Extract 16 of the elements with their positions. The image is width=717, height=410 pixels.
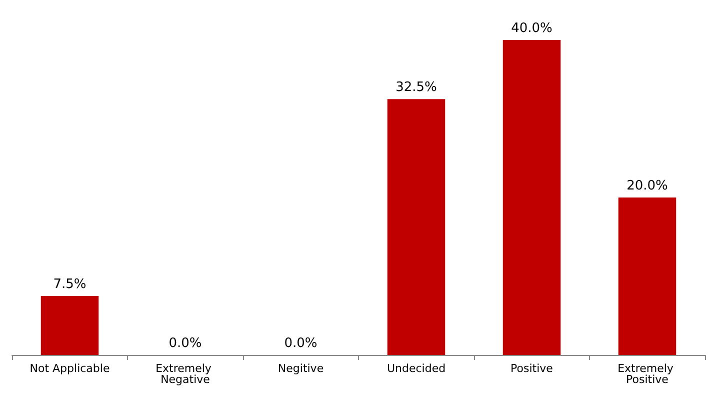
- data-label: 40.0%: [511, 21, 552, 36]
- bar: [387, 99, 446, 355]
- x-tick-label: Extremely Negative: [156, 362, 215, 386]
- bar: [618, 198, 676, 355]
- data-label: 0.0%: [168, 336, 202, 351]
- x-tick-label: Not Applicable: [30, 362, 110, 375]
- x-tick-label: Positive: [510, 362, 554, 375]
- bar: [40, 296, 99, 355]
- data-label: 20.0%: [626, 178, 668, 194]
- x-tick-label: Extremely Positive: [618, 362, 677, 386]
- data-label: 32.5%: [396, 80, 437, 96]
- x-tick-label: Negitive: [278, 362, 324, 375]
- data-label: 7.5%: [53, 276, 86, 292]
- data-label: 0.0%: [284, 336, 318, 351]
- bar: [502, 40, 561, 355]
- x-tick-label: Undecided: [386, 362, 446, 375]
